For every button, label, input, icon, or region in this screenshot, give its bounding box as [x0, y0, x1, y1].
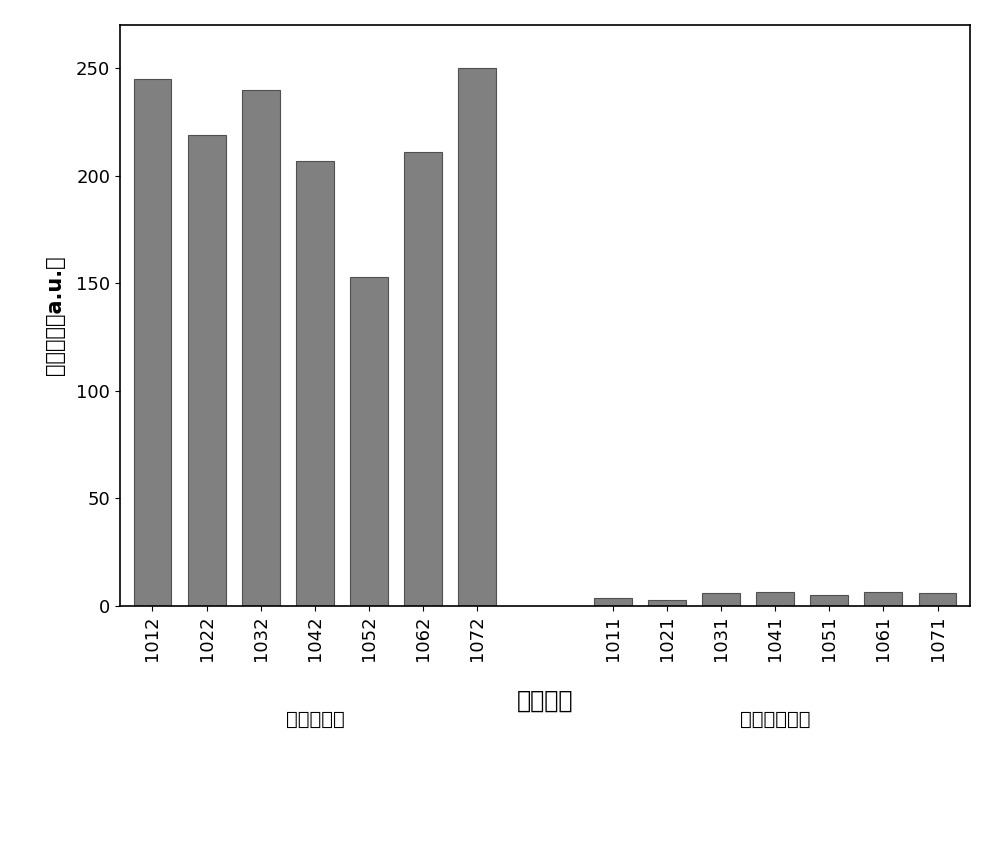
Bar — [864, 591, 902, 606]
X-axis label: 病例编号: 病例编号 — [517, 689, 573, 712]
Y-axis label: 荧光强度（a.u.）: 荧光强度（a.u.） — [45, 256, 65, 375]
Bar — [350, 277, 388, 606]
Bar — [810, 595, 848, 606]
Bar — [404, 152, 442, 606]
Bar — [594, 598, 632, 606]
Bar — [242, 90, 280, 606]
Text: 正常细胞区域: 正常细胞区域 — [740, 710, 810, 729]
Bar — [648, 600, 686, 606]
Bar — [188, 135, 226, 606]
Bar — [458, 68, 496, 606]
Bar — [134, 79, 171, 606]
Bar — [296, 161, 334, 606]
Bar — [919, 593, 956, 606]
Bar — [756, 591, 794, 606]
Bar — [702, 593, 740, 606]
Text: 癌细胞区域: 癌细胞区域 — [286, 710, 344, 729]
